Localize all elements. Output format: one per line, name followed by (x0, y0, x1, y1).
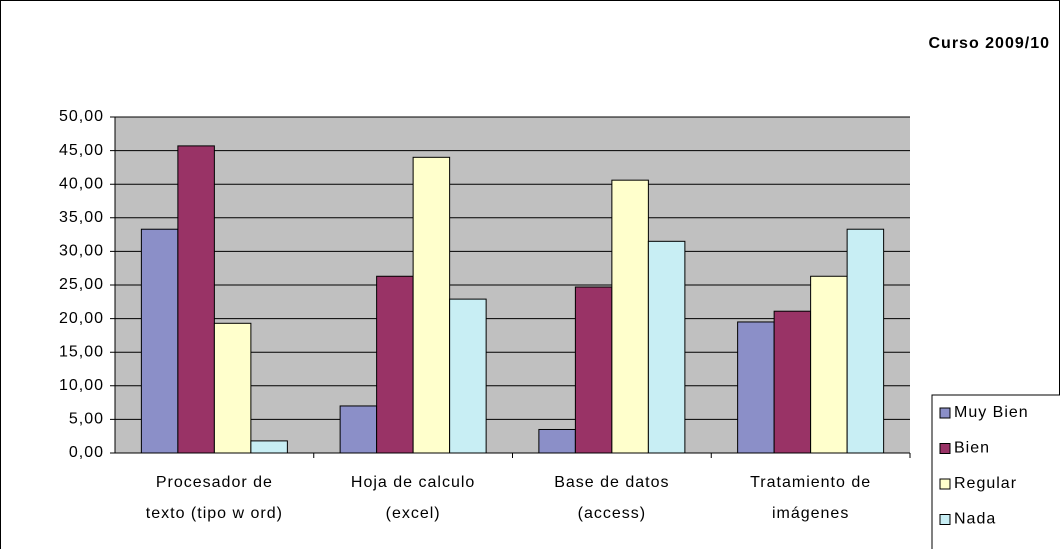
bar (737, 321, 775, 454)
bar (538, 428, 576, 454)
bar (177, 145, 215, 454)
legend-label: Nada (954, 511, 996, 528)
y-tick-label: 10,00 (59, 377, 104, 394)
bar (250, 440, 288, 454)
legend-label: Regular (954, 475, 1017, 492)
legend-swatch (939, 407, 951, 419)
bar (611, 179, 649, 454)
x-tick-label: Procesador de (156, 474, 273, 491)
legend-label: Bien (954, 440, 990, 457)
bar (412, 156, 451, 454)
x-tick-label: Base de datos (554, 474, 669, 491)
bar (574, 286, 613, 454)
y-tick-label: 35,00 (59, 209, 104, 226)
y-tick-label: 45,00 (59, 142, 104, 159)
y-tick-label: 25,00 (59, 276, 104, 293)
x-tick-label: Tratamiento de (750, 474, 871, 491)
x-tick-label: Hoja de calculo (351, 474, 475, 491)
legend-swatch (939, 478, 951, 490)
x-tick-label: imágenes (772, 505, 849, 522)
bar (376, 275, 414, 454)
legend-box (931, 394, 1060, 549)
legend-label: Muy Bien (954, 404, 1029, 421)
chart-title: Curso 2009/10 (928, 35, 1050, 52)
bar (846, 228, 885, 454)
y-tick-label: 40,00 (59, 175, 104, 192)
bar (449, 298, 487, 454)
y-tick-label: 50,00 (59, 108, 104, 125)
x-tick-label: texto (tipo w ord) (146, 505, 283, 522)
y-tick-label: 20,00 (59, 310, 104, 327)
y-tick-label: 15,00 (59, 343, 104, 360)
bar (140, 228, 179, 454)
y-tick-label: 5,00 (69, 411, 104, 428)
legend-swatch (939, 514, 951, 525)
bar (213, 322, 252, 454)
bar (810, 275, 848, 454)
x-tick-label: (excel) (386, 505, 441, 522)
y-tick-label: 0,00 (69, 444, 104, 461)
bar (773, 310, 812, 454)
bar (339, 405, 378, 454)
bar (647, 240, 686, 454)
legend-swatch (939, 443, 951, 454)
y-tick-label: 30,00 (59, 243, 104, 260)
x-tick-label: (access) (578, 505, 646, 522)
